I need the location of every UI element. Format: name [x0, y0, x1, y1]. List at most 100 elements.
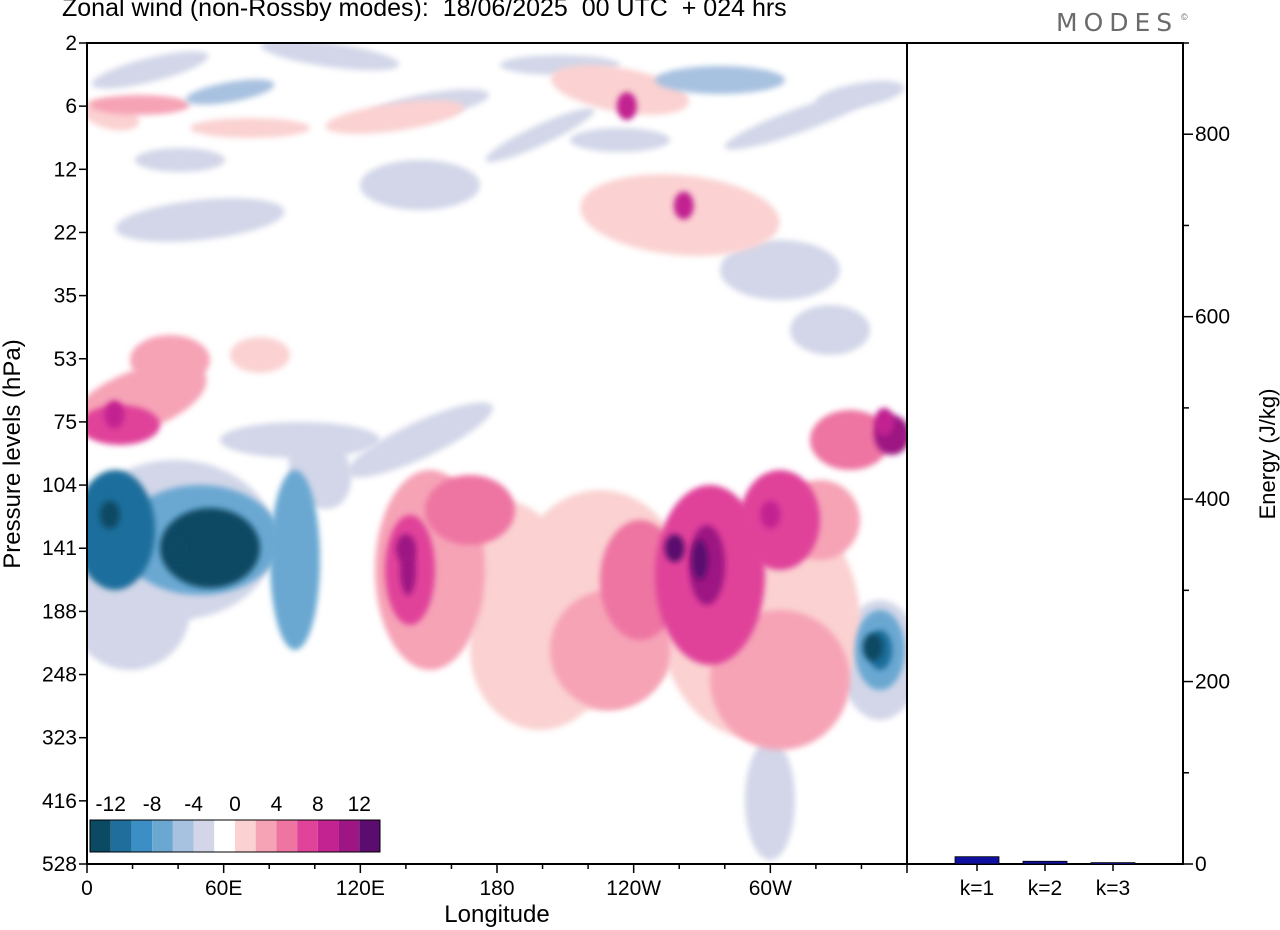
y-tick-label: 53	[54, 348, 77, 371]
energy-tick-label: 0	[1195, 853, 1207, 876]
contour-region	[720, 240, 840, 300]
colorbar-swatch	[235, 820, 256, 852]
contour-core	[874, 407, 895, 436]
x-tick-label: 60W	[749, 877, 792, 900]
y-axis-label: Pressure levels (hPa)	[0, 339, 26, 568]
contour-region	[230, 337, 290, 373]
energy-tick-label: 200	[1195, 671, 1230, 694]
energy-tick-label: 600	[1195, 306, 1230, 329]
contour-region	[260, 43, 400, 71]
energy-tick-label: 800	[1195, 123, 1230, 146]
contour-region	[160, 508, 260, 588]
colorbar-swatch	[193, 820, 215, 852]
y-tick-label: 12	[54, 158, 77, 181]
contour-region	[91, 51, 209, 89]
colorbar-swatch	[152, 820, 173, 852]
y-tick-label: 416	[42, 790, 77, 813]
chart-title: Zonal wind (non-Rossby modes): 18/06/202…	[62, 0, 787, 22]
contour-region	[115, 198, 285, 242]
energy-axis: 0 200 400 600 800	[1183, 42, 1230, 876]
contour-region	[220, 422, 380, 458]
contour-core	[616, 92, 637, 121]
x-tick-label: 60E	[205, 877, 242, 900]
x-tick-label: 180	[479, 877, 514, 900]
contour-core	[395, 534, 416, 563]
colorbar-swatch	[276, 820, 298, 852]
contour-core	[664, 534, 685, 563]
colorbar-frame	[89, 819, 381, 853]
contour-core	[862, 633, 883, 662]
x-tick-label: 120W	[606, 877, 661, 900]
y-tick-label: 104	[42, 474, 77, 497]
colorbar-swatch	[214, 820, 235, 852]
y-tick-label: 248	[42, 664, 77, 687]
energy-category-label: k=1	[960, 877, 994, 900]
contour-region	[570, 128, 670, 152]
energy-bar	[1090, 862, 1136, 865]
contour-field	[87, 43, 907, 860]
colorbar-swatch	[338, 820, 360, 852]
colorbar-label: -4	[184, 793, 203, 816]
contour-region	[745, 740, 795, 860]
colorbar-swatch	[255, 820, 277, 852]
contour-region	[185, 79, 275, 105]
x-tick-label: 0	[81, 877, 93, 900]
colorbar-swatch	[110, 820, 132, 852]
contour-core	[104, 400, 125, 429]
energy-panel-frame	[906, 42, 1184, 865]
colorbar-swatch	[297, 820, 318, 852]
contour-core	[673, 191, 694, 220]
colorbar-label: 12	[348, 793, 371, 816]
colorbar-swatch	[131, 820, 153, 852]
x-axis-label: Longitude	[444, 901, 549, 928]
colorbar: -12 -8 -4 0 4 8 12	[89, 793, 381, 853]
contour-region	[790, 305, 870, 355]
colorbar-label: 0	[229, 793, 241, 816]
y-tick-label: 528	[42, 853, 77, 876]
contour-region	[382, 327, 558, 433]
contour-region	[325, 100, 465, 134]
energy-category-label: k=3	[1096, 877, 1130, 900]
modes-logo: MODES	[1056, 8, 1179, 37]
contour-region	[90, 95, 190, 115]
contour-region	[360, 316, 440, 344]
colorbar-swatch	[90, 820, 111, 852]
contour-region	[810, 410, 890, 470]
colorbar-swatch	[317, 820, 339, 852]
y-tick-label: 141	[42, 537, 77, 560]
contour-region	[582, 357, 718, 463]
contour-region	[710, 610, 850, 750]
y-tick-label: 75	[54, 411, 77, 434]
colorbar-swatch	[172, 820, 194, 852]
y-tick-label: 188	[42, 600, 77, 623]
colorbar-label: -8	[143, 793, 162, 816]
contour-region	[190, 118, 310, 138]
energy-bar	[1022, 860, 1068, 865]
contour-region	[425, 475, 515, 545]
y-tick-label: 22	[54, 221, 77, 244]
longitude-axis: 0 60E 120E 180 120W 60W	[81, 864, 908, 900]
energy-bars: k=1 k=2 k=3	[954, 856, 1136, 900]
contour-region	[550, 65, 690, 115]
contour-region	[655, 66, 785, 94]
contour-region	[360, 160, 480, 210]
contour-region	[692, 540, 708, 580]
energy-category-label: k=2	[1028, 877, 1062, 900]
y-tick-label: 323	[42, 727, 77, 750]
y-tick-label: 35	[54, 285, 77, 308]
y-tick-label: 2	[65, 32, 77, 55]
colorbar-label: -12	[96, 793, 126, 816]
pressure-axis: 2 6 12 22 35 53 75 104 141 188 248 323 416 528	[42, 32, 87, 876]
energy-bar	[954, 856, 1000, 865]
contour-region	[485, 108, 595, 162]
contour-region	[87, 470, 155, 590]
contour-region	[130, 335, 210, 385]
colorbar-swatch	[359, 820, 380, 852]
colorbar-label: 8	[312, 793, 324, 816]
contour-region	[724, 90, 876, 150]
contour-region	[135, 148, 225, 172]
copyright-mark: ©	[1181, 12, 1188, 22]
contour-core	[168, 534, 189, 563]
energy-axis-label: Energy (J/kg)	[1255, 389, 1280, 520]
